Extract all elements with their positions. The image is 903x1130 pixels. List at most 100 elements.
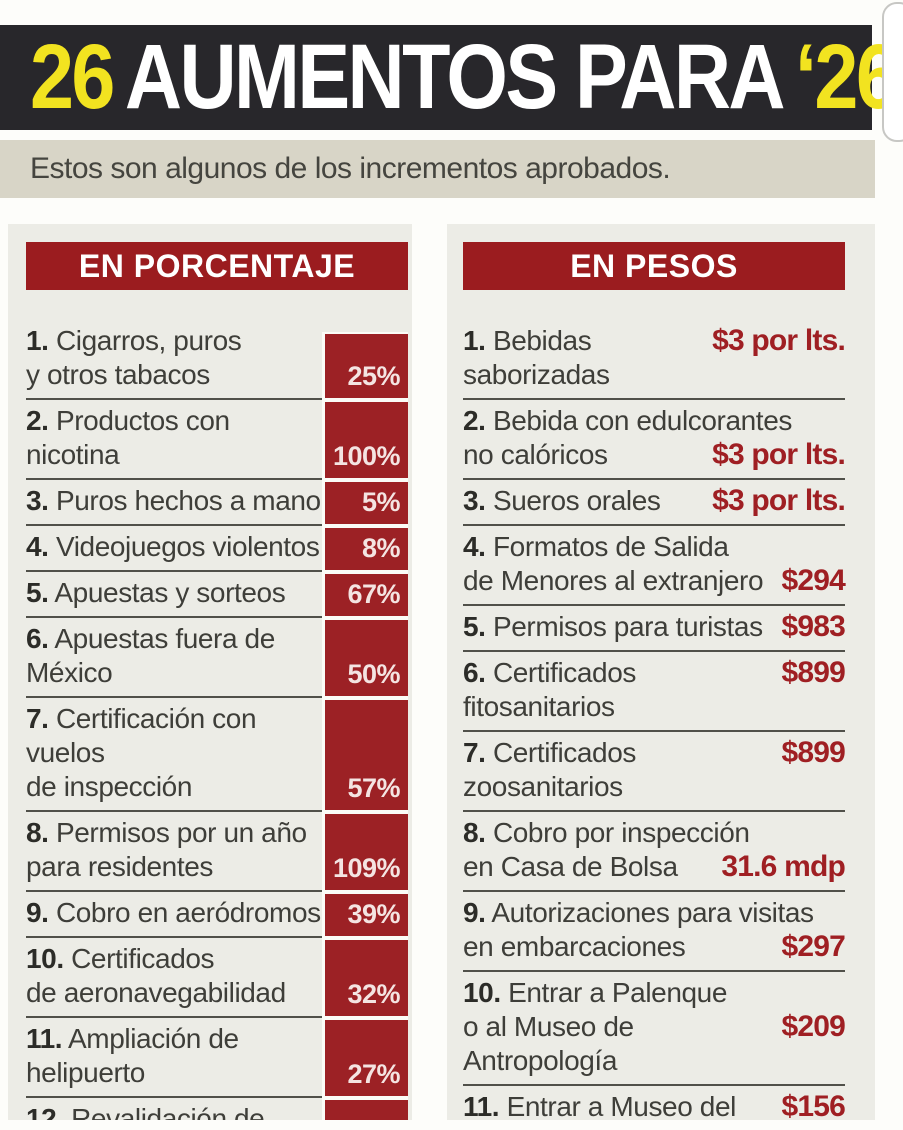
row-text: 3. Puros hechos a mano (26, 485, 321, 516)
table-row: 10. Entrar a Palenque o al Museo de Antro… (463, 972, 846, 1086)
row-text: de inspección (26, 771, 193, 802)
row-number: 6. (463, 657, 486, 688)
row-number: 6. (26, 623, 49, 654)
percentage-value-box: 19.7% (322, 1098, 408, 1120)
scrollbar-thumb[interactable] (882, 2, 903, 142)
row-text: 4. Formatos de Salida (463, 531, 729, 562)
row-text: 9. Autorizaciones para visitas (463, 897, 814, 928)
table-row: 8. Permisos por un año para residentes 10… (26, 812, 408, 892)
title-number: 26 (30, 26, 115, 128)
row-label: 7. Certificación con vuelos de inspección (26, 698, 322, 812)
table-row: 2. Bebida con edulcorantes no calóricos $3… (463, 400, 846, 480)
page-title: 26 AUMENTOS PARA ‘26 (30, 25, 900, 130)
row-number: 9. (26, 897, 49, 928)
row-number: 11. (463, 1091, 500, 1120)
percentage-value-box: 67% (322, 572, 408, 618)
row-label: 9. Cobro en aeródromos (26, 892, 322, 938)
row-text: 5. Apuestas y sorteos (26, 577, 286, 608)
row-text: 4. Videojuegos violentos (26, 531, 320, 562)
row-label: 11. Ampliación de helipuerto (26, 1018, 322, 1098)
row-number: 1. (463, 325, 486, 356)
row-number: 11. (26, 1023, 63, 1054)
row-number: 3. (463, 485, 486, 516)
row-text: 10. Entrar a Palenque (463, 977, 728, 1008)
row-label: 3. Puros hechos a mano (26, 480, 322, 526)
pesos-column: EN PESOS 1. Bebidas saborizadas $3 por lt… (447, 224, 875, 1120)
title-text: AUMENTOS PARA (124, 26, 786, 128)
percentage-value-box: 57% (322, 698, 408, 812)
table-row: 1. Bebidas saborizadas $3 por lts. (463, 320, 846, 400)
table-row: 9. Cobro en aeródromos 39% (26, 892, 408, 938)
row-label: 2. Productos con nicotina (26, 400, 322, 480)
table-row: 11. Entrar a Museo del Carmen $156 (463, 1086, 846, 1120)
row-number: 2. (463, 405, 486, 436)
table-row: 5. Permisos para turistas $983 (463, 606, 846, 652)
table-row: 7. Certificación con vuelos de inspección… (26, 698, 408, 812)
percentage-value-box: 39% (322, 892, 408, 938)
percentage-value-box: 32% (322, 938, 408, 1018)
row-number: 4. (26, 531, 49, 562)
percentage-value-box: 109% (322, 812, 408, 892)
row-number: 8. (26, 817, 49, 848)
row-text: de Menores al extranjero (463, 565, 764, 596)
row-number: 12. (26, 1103, 64, 1120)
peso-value: 31.6 mdp (721, 850, 845, 883)
row-text: 3. Sueros orales (463, 485, 661, 516)
percentage-item-list: 1. Cigarros, puros y otros tabacos 25% 2.… (26, 320, 408, 1120)
column-header-pesos: EN PESOS (463, 242, 845, 290)
row-text: para residentes (26, 851, 214, 882)
peso-value: $209 (781, 1010, 845, 1043)
row-label: 1. Cigarros, puros y otros tabacos (26, 320, 322, 400)
row-label: 12. Revalidación de licenciade vuelo (26, 1098, 322, 1120)
peso-value: $983 (781, 610, 845, 643)
table-row: 11. Ampliación de helipuerto 27% (26, 1018, 408, 1098)
row-number: 7. (463, 737, 486, 768)
row-text: 6. Certificados fitosanitarios (463, 657, 636, 722)
percentage-value-box: 50% (322, 618, 408, 698)
percentage-value-box: 27% (322, 1018, 408, 1098)
peso-value: $899 (781, 656, 845, 689)
table-row: 8. Cobro por inspección en Casa de Bolsa 3… (463, 812, 846, 892)
row-number: 9. (463, 897, 486, 928)
row-text: 2. Productos con nicotina (26, 405, 230, 470)
percentage-value-box: 5% (322, 480, 408, 526)
row-text: o al Museo de Antropología (463, 1011, 634, 1076)
peso-value: $3 por lts. (712, 324, 846, 357)
row-text: en Casa de Bolsa (463, 851, 678, 882)
percentage-value-box: 25% (322, 332, 408, 400)
table-row: 6. Certificados fitosanitarios $899 (463, 652, 846, 732)
pesos-item-list: 1. Bebidas saborizadas $3 por lts. 2. Bebi… (463, 320, 846, 1120)
row-text: 11. Ampliación de helipuerto (26, 1023, 239, 1088)
row-text: 11. Entrar a Museo del Carmen (463, 1091, 736, 1120)
row-number: 5. (463, 611, 486, 642)
row-number: 3. (26, 485, 49, 516)
percentage-value-box: 100% (322, 400, 408, 480)
table-row: 4. Videojuegos violentos 8% (26, 526, 408, 572)
percentage-value-box: 8% (322, 526, 408, 572)
subtitle-band: Estos son algunos de los incrementos apr… (0, 140, 875, 198)
row-text: 12. Revalidación de licencia (26, 1103, 265, 1120)
column-header-porcentaje: EN PORCENTAJE (26, 242, 408, 290)
percentage-column: EN PORCENTAJE 1. Cigarros, puros y otros … (8, 224, 412, 1120)
row-label: 6. Apuestas fuera de México (26, 618, 322, 698)
table-row: 5. Apuestas y sorteos 67% (26, 572, 408, 618)
row-number: 1. (26, 325, 49, 356)
table-row: 6. Apuestas fuera de México 50% (26, 618, 408, 698)
peso-value: $156 (781, 1090, 845, 1120)
row-number: 7. (26, 703, 49, 734)
peso-value: $899 (781, 736, 845, 769)
table-row: 12. Revalidación de licenciade vuelo 19.… (26, 1098, 408, 1120)
title-bar: 26 AUMENTOS PARA ‘26 (0, 25, 900, 130)
subtitle-text: Estos son algunos de los incrementos apr… (30, 152, 671, 185)
table-row: 9. Autorizaciones para visitas en embarca… (463, 892, 846, 972)
row-label: 8. Permisos por un año para residentes (26, 812, 322, 892)
table-row: 1. Cigarros, puros y otros tabacos 25% (26, 320, 408, 400)
peso-value: $3 por lts. (712, 484, 846, 517)
row-text: 8. Cobro por inspección (463, 817, 750, 848)
table-row: 7. Certificados zoosanitarios $899 (463, 732, 846, 812)
row-text: 2. Bebida con edulcorantes (463, 405, 792, 436)
row-text: 9. Cobro en aeródromos (26, 897, 321, 928)
row-label: 5. Apuestas y sorteos (26, 572, 322, 618)
row-text: de aeronavegabilidad (26, 977, 286, 1008)
